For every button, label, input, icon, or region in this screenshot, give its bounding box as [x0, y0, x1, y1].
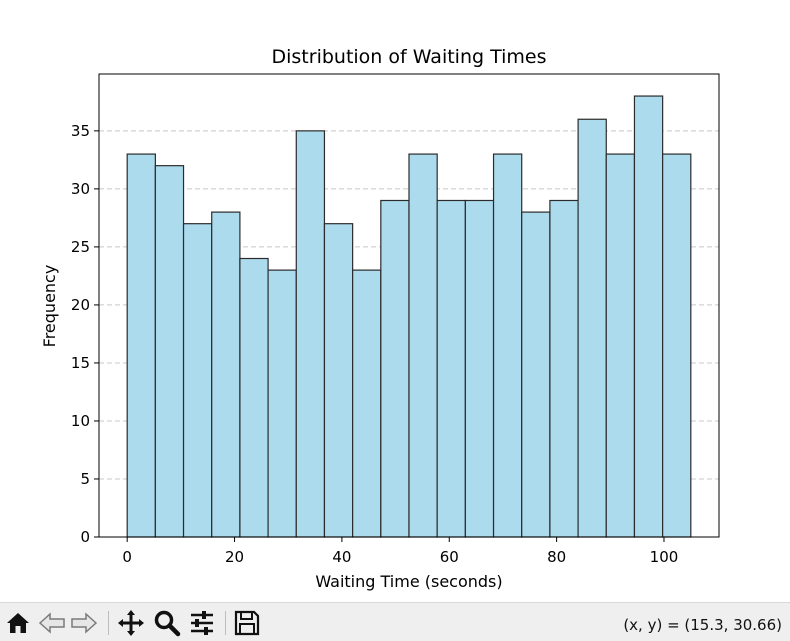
- back-button[interactable]: [38, 609, 66, 637]
- histogram-bar: [492, 153, 523, 538]
- x-axis-label: Waiting Time (seconds): [315, 572, 502, 591]
- y-tick-label: 0: [80, 528, 90, 546]
- histogram-bar: [605, 153, 636, 538]
- histogram-bar: [633, 95, 664, 538]
- histogram-bar: [126, 153, 156, 538]
- chart-title: Distribution of Waiting Times: [272, 46, 547, 68]
- histogram-bar: [549, 199, 579, 538]
- configure-subplots-button[interactable]: [188, 609, 216, 637]
- toolbar-separator: [225, 611, 226, 635]
- zoom-button[interactable]: [153, 609, 181, 637]
- y-axis-label: Frequency: [40, 265, 59, 348]
- bars-layer: [126, 95, 692, 538]
- histogram-chart: 0 20 40 60 80 100 0 5 10 15 20 25 30 35 Distribution…: [40, 46, 720, 591]
- pan-move-icon: [118, 610, 144, 636]
- x-tick-label: 100: [650, 548, 679, 566]
- histogram-bar: [154, 165, 185, 538]
- x-ticks: 0 20 40 60 80 100: [122, 537, 678, 566]
- x-tick-label: 80: [547, 548, 566, 566]
- histogram-bar: [521, 211, 551, 538]
- home-button[interactable]: [4, 609, 32, 637]
- y-tick-label: 15: [71, 354, 90, 372]
- y-tick-label: 20: [71, 296, 90, 314]
- histogram-bar: [211, 211, 241, 538]
- save-button[interactable]: [233, 609, 261, 637]
- home-icon: [7, 613, 29, 633]
- histogram-bar: [239, 257, 269, 538]
- histogram-bar: [295, 130, 326, 538]
- x-tick-label: 60: [440, 548, 459, 566]
- forward-arrow-icon: [71, 612, 98, 634]
- figure-canvas: 0 20 40 60 80 100 0 5 10 15 20 25 30 35 Distribution…: [40, 46, 720, 591]
- x-tick-label: 40: [332, 548, 351, 566]
- y-tick-label: 35: [71, 122, 90, 140]
- histogram-bar: [577, 118, 607, 538]
- toolbar-separator: [108, 611, 109, 635]
- sliders-icon: [191, 611, 213, 635]
- histogram-bar: [662, 153, 692, 538]
- navigation-toolbar: (x, y) = (15.3, 30.66): [0, 602, 790, 641]
- histogram-bar: [323, 223, 354, 538]
- forward-button[interactable]: [70, 609, 98, 637]
- magnifier-icon: [154, 610, 181, 637]
- histogram-bar: [267, 269, 297, 538]
- y-tick-label: 30: [71, 180, 90, 198]
- y-ticks: 0 5 10 15 20 25 30 35: [71, 122, 99, 546]
- histogram-bar: [464, 199, 495, 538]
- floppy-disk-icon: [234, 610, 260, 636]
- pan-button[interactable]: [117, 609, 145, 637]
- axes-frame: [98, 73, 720, 538]
- histogram-bar: [436, 199, 466, 538]
- back-arrow-icon: [38, 612, 65, 634]
- cursor-coordinates: (x, y) = (15.3, 30.66): [623, 616, 782, 634]
- histogram-bar: [352, 269, 382, 538]
- y-tick-label: 10: [71, 412, 90, 430]
- x-tick-label: 20: [225, 548, 244, 566]
- histogram-bar: [380, 199, 410, 538]
- x-tick-label: 0: [122, 548, 132, 566]
- histogram-bar: [182, 223, 213, 538]
- y-tick-label: 25: [71, 238, 90, 256]
- histogram-bar: [408, 153, 438, 538]
- y-tick-label: 5: [80, 470, 90, 488]
